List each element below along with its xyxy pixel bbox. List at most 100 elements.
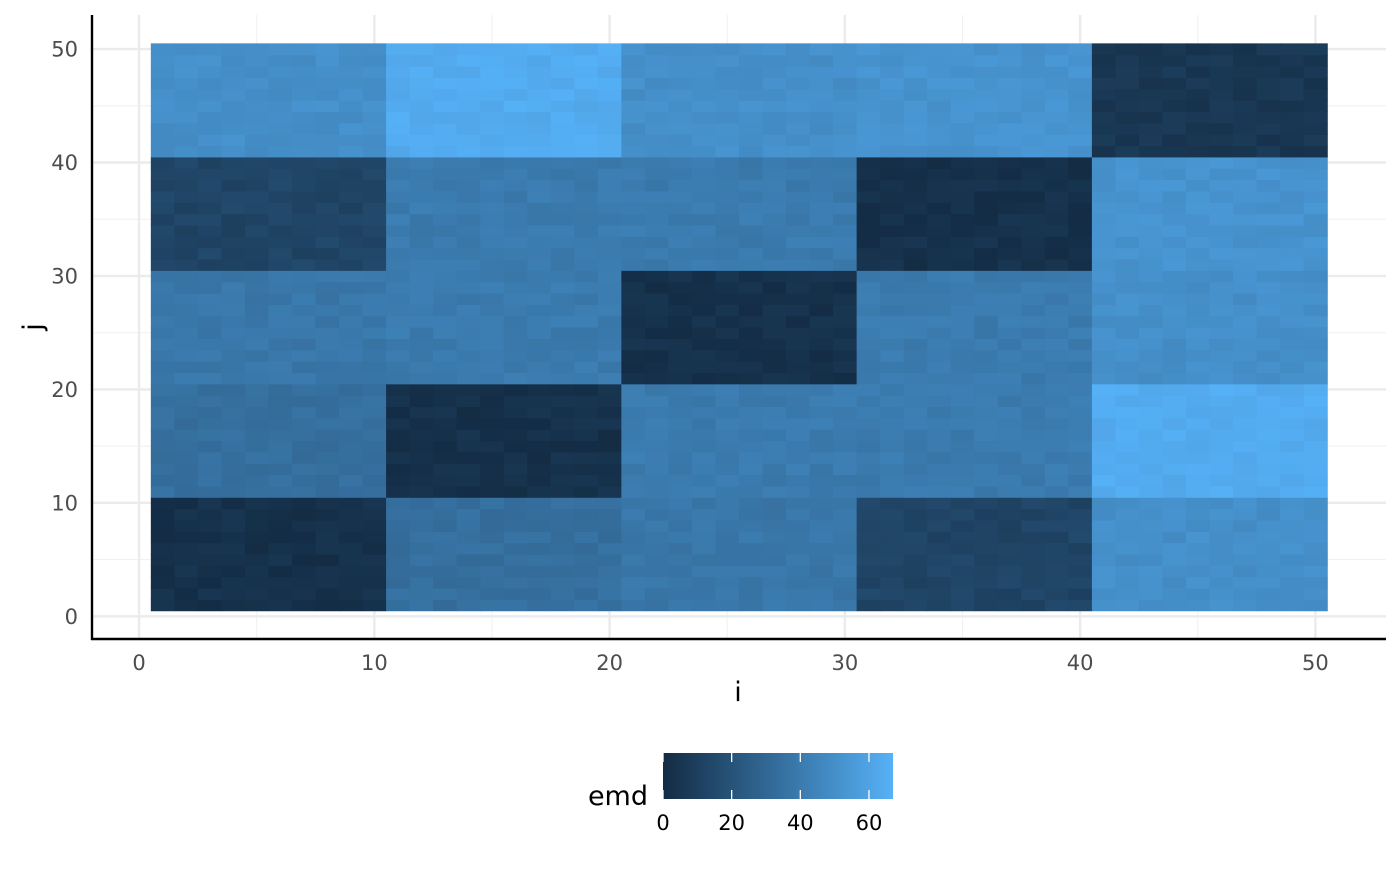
heatmap-cell bbox=[197, 134, 222, 147]
heatmap-cell bbox=[150, 258, 175, 271]
heatmap-cell bbox=[1138, 587, 1164, 600]
heatmap-cell bbox=[927, 485, 952, 498]
heatmap-cell bbox=[574, 406, 599, 419]
heatmap-cell bbox=[833, 519, 858, 532]
heatmap-cell bbox=[1021, 54, 1046, 67]
heatmap-cell bbox=[997, 281, 1022, 294]
heatmap-cell bbox=[950, 122, 975, 135]
heatmap-cell bbox=[174, 315, 199, 328]
heatmap-cell bbox=[644, 54, 670, 67]
heatmap-cell bbox=[903, 111, 928, 124]
heatmap-cell bbox=[1256, 145, 1281, 158]
heatmap-cell bbox=[1162, 66, 1187, 78]
heatmap-cell bbox=[1209, 134, 1234, 147]
heatmap-cell bbox=[1303, 88, 1328, 101]
heatmap-cell bbox=[244, 111, 270, 124]
heatmap-cell bbox=[150, 531, 175, 544]
legend-colorbar bbox=[663, 753, 893, 799]
heatmap-cell bbox=[1209, 406, 1234, 419]
heatmap-cell bbox=[268, 576, 293, 589]
heatmap-cell bbox=[1138, 599, 1164, 612]
heatmap-cell bbox=[386, 88, 411, 101]
heatmap-cell bbox=[574, 43, 599, 56]
heatmap-cell bbox=[503, 168, 528, 181]
heatmap-cell bbox=[1115, 383, 1140, 396]
heatmap-cell bbox=[809, 508, 834, 521]
heatmap-cell bbox=[739, 576, 764, 589]
heatmap-cell bbox=[456, 156, 481, 169]
heatmap-cell bbox=[174, 417, 199, 430]
heatmap-cell bbox=[1303, 338, 1328, 351]
heatmap-cell bbox=[715, 134, 740, 147]
heatmap-cell bbox=[1303, 54, 1328, 67]
heatmap-cell bbox=[527, 576, 552, 589]
heatmap-cell bbox=[197, 43, 222, 56]
heatmap-cell bbox=[174, 270, 199, 283]
heatmap-cell bbox=[644, 315, 670, 328]
heatmap-cell bbox=[386, 258, 411, 271]
heatmap-cell bbox=[527, 542, 552, 555]
heatmap-cell bbox=[762, 417, 787, 430]
heatmap-cell bbox=[668, 338, 693, 351]
heatmap-cell bbox=[1280, 429, 1305, 442]
heatmap-cell bbox=[1209, 43, 1234, 56]
heatmap-cell bbox=[903, 372, 928, 385]
heatmap-cell bbox=[739, 145, 764, 158]
heatmap-cell bbox=[974, 485, 999, 498]
heatmap-cell bbox=[456, 54, 481, 67]
heatmap-cell bbox=[739, 66, 764, 78]
heatmap-cell bbox=[997, 497, 1022, 510]
heatmap-cell bbox=[197, 531, 222, 544]
heatmap-cell bbox=[1021, 179, 1046, 192]
heatmap-cell bbox=[1115, 327, 1140, 339]
heatmap-cell bbox=[1186, 292, 1211, 305]
heatmap-cell bbox=[762, 224, 787, 237]
heatmap-cell bbox=[1233, 440, 1258, 453]
heatmap-cell bbox=[362, 304, 387, 317]
heatmap-cell bbox=[409, 270, 434, 283]
heatmap-cell bbox=[1186, 361, 1211, 373]
heatmap-cell bbox=[644, 236, 670, 249]
heatmap-cell bbox=[480, 77, 505, 90]
heatmap-cell bbox=[433, 451, 458, 464]
heatmap-cell bbox=[644, 281, 670, 294]
heatmap-cell bbox=[1256, 395, 1281, 408]
heatmap-cell bbox=[597, 587, 622, 600]
heatmap-cell bbox=[244, 236, 270, 249]
heatmap-cell bbox=[174, 463, 199, 476]
heatmap-cell bbox=[150, 497, 175, 510]
heatmap-cell bbox=[715, 190, 740, 203]
heatmap-cell bbox=[174, 224, 199, 237]
heatmap-cell bbox=[433, 440, 458, 453]
heatmap-cell bbox=[1209, 417, 1234, 430]
heatmap-cell bbox=[1138, 134, 1164, 147]
heatmap-cell bbox=[291, 315, 317, 328]
heatmap-cell bbox=[621, 224, 646, 237]
heatmap-cell bbox=[880, 395, 905, 408]
heatmap-cell bbox=[1068, 372, 1093, 385]
heatmap-cell bbox=[715, 281, 740, 294]
heatmap-cell bbox=[386, 236, 411, 249]
heatmap-cell bbox=[433, 66, 458, 78]
heatmap-cell bbox=[197, 349, 222, 362]
heatmap-cell bbox=[503, 190, 528, 203]
heatmap-cell bbox=[480, 270, 505, 283]
heatmap-cell bbox=[362, 417, 387, 430]
heatmap-cell bbox=[1068, 361, 1093, 373]
heatmap-cell bbox=[1044, 327, 1069, 339]
heatmap-cell bbox=[150, 315, 175, 328]
heatmap-cell bbox=[1233, 100, 1258, 113]
heatmap-cell bbox=[433, 485, 458, 498]
y-tick-label: 20 bbox=[51, 378, 78, 402]
heatmap-cell bbox=[456, 66, 481, 78]
heatmap-cell bbox=[574, 349, 599, 362]
heatmap-cell bbox=[1044, 383, 1069, 396]
heatmap-cell bbox=[1021, 463, 1046, 476]
heatmap-cell bbox=[833, 156, 858, 169]
heatmap-cell bbox=[574, 451, 599, 464]
heatmap-cell bbox=[480, 236, 505, 249]
heatmap-cell bbox=[1138, 281, 1164, 294]
heatmap-cell bbox=[386, 145, 411, 158]
heatmap-cell bbox=[197, 474, 222, 487]
heatmap-cell bbox=[927, 145, 952, 158]
